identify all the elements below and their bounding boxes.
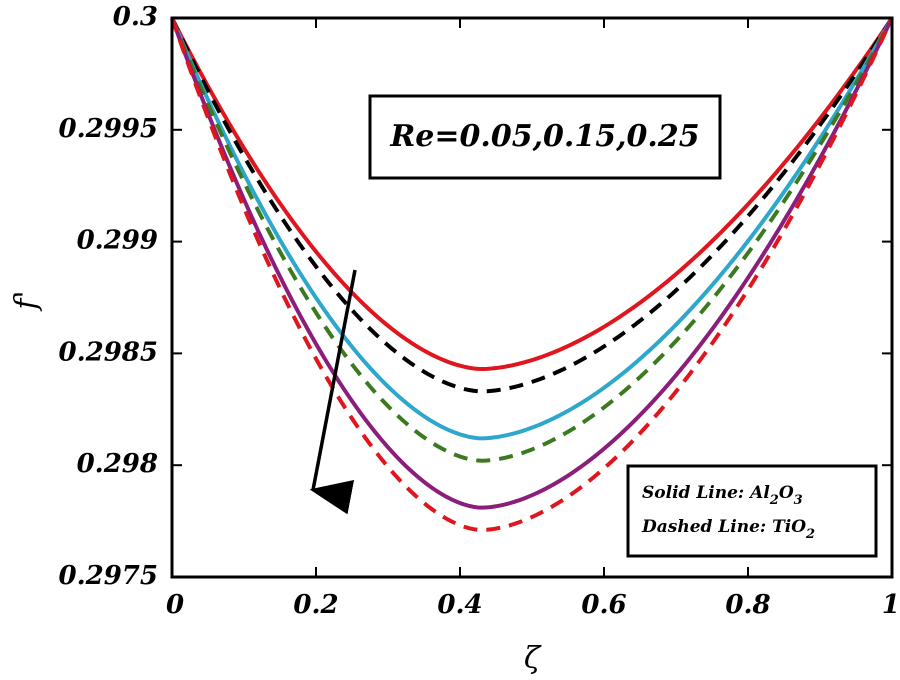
ticks [171,17,893,578]
y-tick-label: 0.2985 [58,337,158,367]
series-line-1 [170,16,894,372]
series-line-6 [170,17,894,533]
x-axis-title: ζ [524,641,542,676]
legend: Solid Line: Al2O3 Dashed Line: TiO2 [626,464,878,558]
y-tick-label: 0.299 [77,226,158,256]
y-tick-label: 0.3 [113,2,158,32]
legend-dashed-entry: Dashed Line: TiO2 [641,517,815,542]
series-line-3 [170,17,894,441]
x-tick-label: 0.6 [581,590,626,620]
y-axis-title: f' [9,290,44,311]
series-line-2 [170,16,894,394]
y-tick-label: 0.2995 [58,114,158,144]
re-increase-arrow [309,269,357,515]
plot-frame [170,16,894,579]
legend-solid-entry: Solid Line: Al2O3 [642,483,803,508]
x-tick-label: 0.8 [725,590,770,620]
x-tick-label: 0 [166,590,184,620]
series-line-5 [170,17,894,510]
re-annotation: Re=0.05,0.15,0.25 [368,94,722,180]
x-tick-label: 1 [882,590,900,620]
tick-labels: 0 0.2 0.4 0.6 0.8 1 0.2975 0.298 0.2985 0.299 0.29… [58,2,900,620]
re-annotation-box [368,94,722,180]
y-tick-label: 0.298 [77,449,158,479]
re-annotation-text: Re=0.05,0.15,0.25 [389,119,699,154]
plot-lines [170,16,894,533]
legend-box [626,464,878,558]
x-tick-label: 0.4 [437,590,482,620]
x-tick-label: 0.2 [293,590,338,620]
series-line-4 [170,17,894,463]
y-tick-label: 0.2975 [58,561,158,591]
